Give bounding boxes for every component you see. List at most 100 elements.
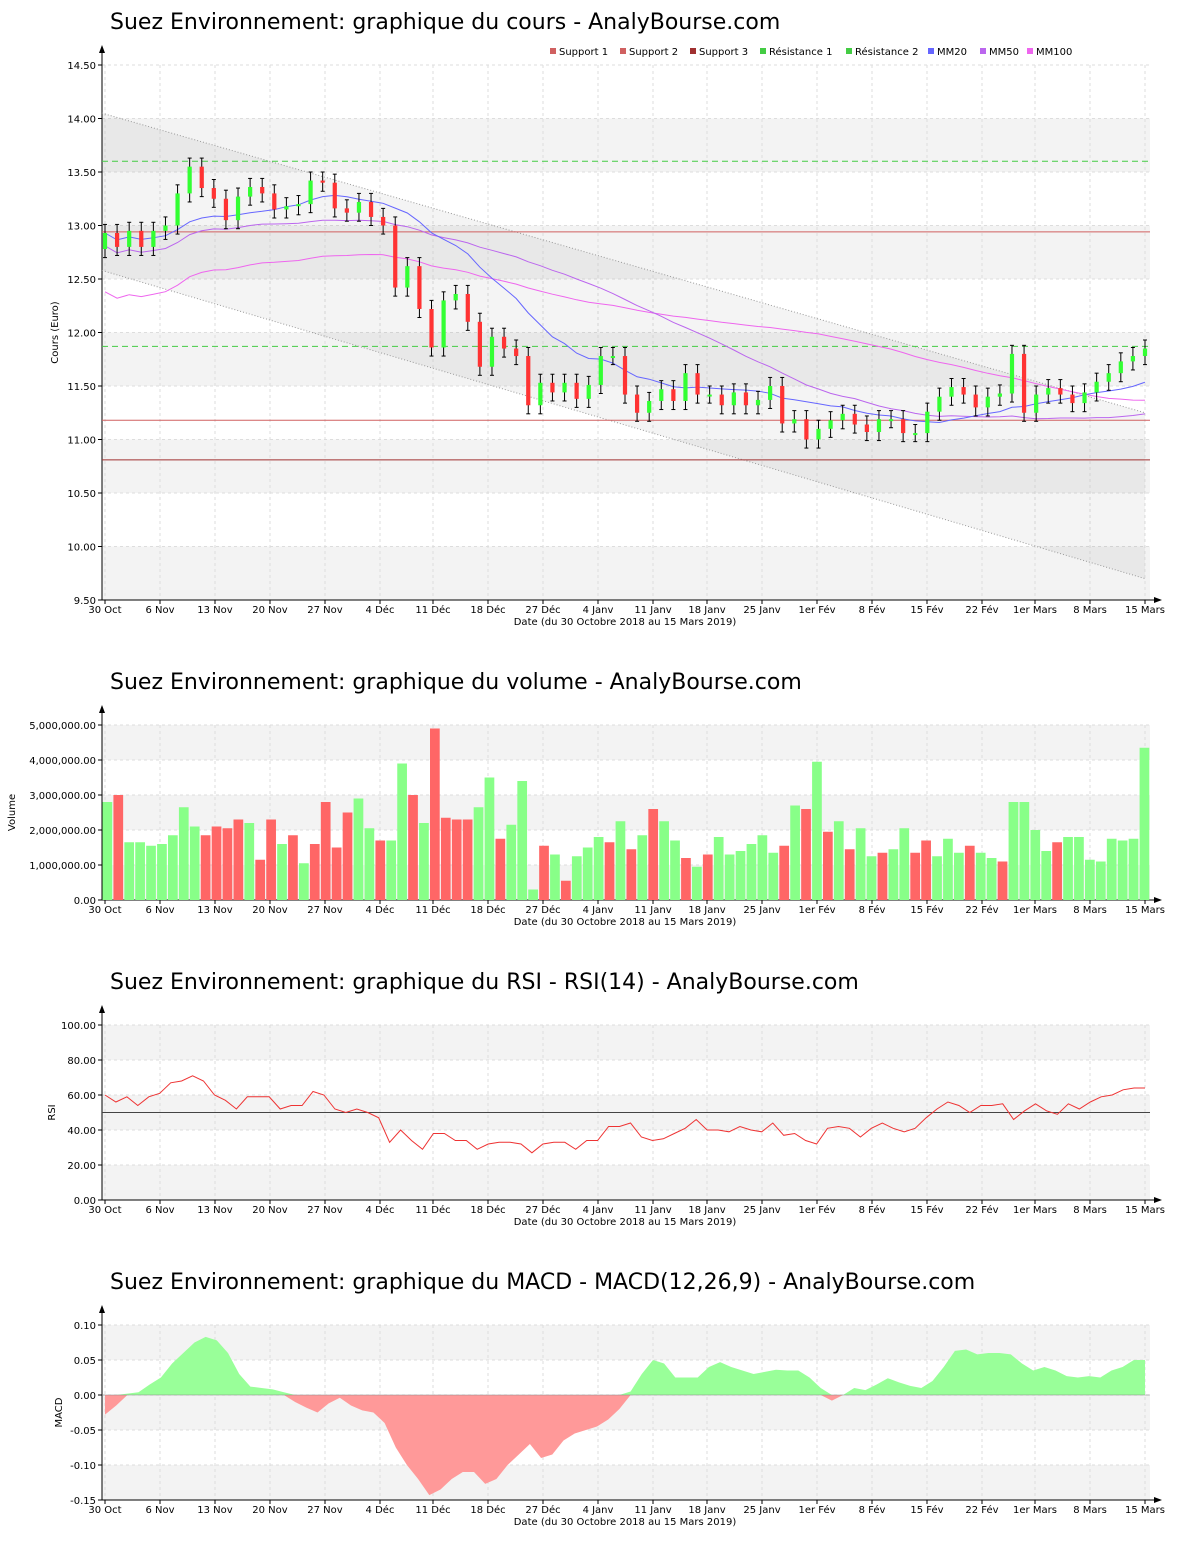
legend-label: Support 1 [559, 47, 608, 58]
x-tick-label: 27 Déc [525, 904, 560, 916]
x-axis-arrow [1154, 1497, 1162, 1503]
x-tick-label: 4 Déc [366, 1504, 395, 1516]
y-tick-label: -0.10 [70, 1461, 96, 1472]
candle-up [441, 300, 446, 348]
candle-down [368, 201, 374, 217]
x-tick-label: 4 Janv [583, 905, 614, 916]
y-tick-label: 2,000,000.00 [29, 826, 96, 837]
candle-down [139, 230, 144, 247]
volume-bar-up [1139, 747, 1150, 900]
y-tick-label: 10.50 [67, 489, 96, 500]
x-tick-label: 15 Fév [910, 1504, 943, 1516]
candle-down [526, 356, 531, 406]
x-axis-arrow [1154, 1197, 1162, 1203]
candle-up [985, 396, 990, 408]
volume-bar-up [724, 854, 735, 900]
candle-up [755, 399, 761, 406]
x-tick-label: 13 Nov [197, 605, 233, 616]
volume-bar-up [582, 847, 593, 900]
legend-label: Résistance 1 [769, 46, 832, 58]
volume-chart-panel: Suez Environnement: graphique du volume … [0, 660, 1200, 940]
price-chart-title: Suez Environnement: graphique du cours -… [110, 10, 781, 35]
x-tick-label: 18 Déc [470, 1504, 505, 1516]
volume-bar-up [397, 763, 407, 900]
volume-bar-up [353, 798, 364, 900]
candle-up [356, 201, 362, 213]
volume-bar-down [430, 728, 440, 900]
candle-down [780, 386, 785, 424]
volume-bar-up [484, 777, 495, 900]
candle-up [562, 382, 567, 393]
x-tick-label: 11 Janv [634, 905, 671, 916]
grid-band [102, 1165, 1150, 1200]
volume-bar-down [997, 861, 1008, 900]
volume-bar-up [866, 856, 877, 900]
y-tick-label: 1,000,000.00 [29, 861, 96, 872]
x-tick-label: 6 Nov [145, 1505, 174, 1516]
y-tick-label: 12.50 [67, 275, 96, 286]
x-tick-label: 1er Mars [1013, 905, 1057, 916]
x-tick-label: 30 Oct [88, 1505, 121, 1516]
candle-up [187, 166, 192, 194]
x-tick-label: 25 Janv [743, 1505, 780, 1516]
volume-bar-up [124, 842, 135, 900]
candle-down [1058, 388, 1063, 395]
candle-up [768, 386, 773, 400]
x-tick-label: 1er Mars [1013, 1505, 1057, 1516]
x-tick-label: 8 Mars [1073, 1205, 1107, 1216]
legend-swatch [620, 48, 626, 54]
volume-bar-up [102, 802, 113, 900]
y-tick-label: 0.00 [74, 1391, 96, 1402]
y-tick-label: 40.00 [67, 1126, 96, 1137]
x-tick-label: 15 Fév [910, 904, 943, 916]
y-tick-label: 100.00 [61, 1021, 96, 1032]
x-tick-label: 15 Mars [1125, 1505, 1165, 1516]
x-tick-label: 27 Nov [307, 1205, 343, 1216]
x-tick-label: 1er Mars [1013, 1205, 1057, 1216]
volume-bar-up [768, 852, 779, 900]
grid-band [102, 118, 1150, 172]
y-tick-label: 13.50 [67, 168, 96, 179]
x-tick-label: 15 Fév [910, 1204, 943, 1216]
candle-up [913, 433, 918, 436]
volume-bar-up [954, 852, 964, 900]
candle-down [501, 336, 507, 349]
volume-bar-up [593, 837, 604, 900]
candle-up [163, 225, 168, 231]
volume-bar-up [975, 852, 986, 900]
legend-swatch [846, 48, 852, 54]
x-tick-label: 18 Déc [470, 904, 505, 916]
candle-down [514, 348, 519, 357]
volume-bar-up [1128, 838, 1139, 900]
candle-down [211, 188, 216, 199]
y-tick-label: 11.50 [67, 382, 96, 393]
x-tick-label: 6 Nov [145, 1205, 174, 1216]
candle-down [695, 373, 700, 395]
volume-bar-up [146, 845, 156, 900]
candle-up [598, 356, 603, 385]
volume-bar-up [1074, 837, 1084, 900]
candle-down [477, 321, 482, 367]
x-tick-label: 20 Nov [252, 1505, 288, 1516]
y-tick-label: 5,000,000.00 [29, 721, 96, 732]
volume-bar-up [189, 826, 200, 900]
x-tick-label: 30 Oct [88, 605, 121, 616]
y-axis-arrow [99, 705, 105, 713]
y-axis-title: Cours (Euro) [50, 301, 61, 364]
volume-bar-up [1019, 802, 1030, 900]
candle-down [320, 180, 325, 183]
rsi-line [104, 1075, 1145, 1154]
x-tick-label: 22 Fév [965, 1504, 998, 1516]
x-tick-label: 4 Déc [366, 604, 395, 616]
candle-down [961, 387, 966, 395]
volume-bar-up [659, 821, 669, 900]
candle-up [175, 193, 180, 226]
x-tick-label: 4 Janv [583, 1505, 614, 1516]
y-tick-label: 0.10 [74, 1321, 96, 1332]
grid-band [102, 865, 1150, 900]
x-tick-label: 22 Fév [965, 1204, 998, 1216]
x-tick-label: 8 Fév [859, 1204, 886, 1216]
candle-up [284, 206, 289, 210]
candle-down [199, 166, 204, 189]
candle-down [344, 208, 349, 213]
